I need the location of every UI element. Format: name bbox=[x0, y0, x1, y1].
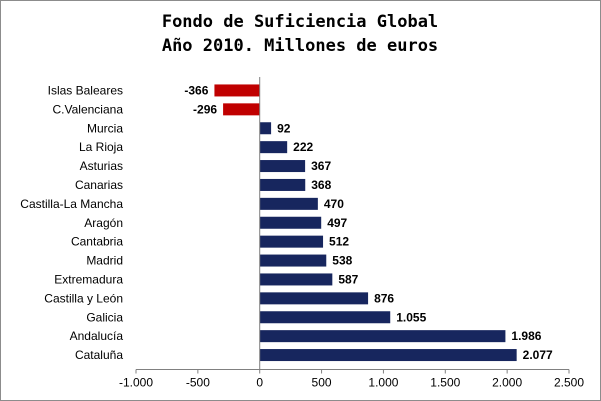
data-label-0: -366 bbox=[184, 83, 208, 97]
category-label-14: Cataluña bbox=[75, 348, 123, 362]
x-tick-label-4: 1.000 bbox=[368, 376, 398, 390]
bar-8 bbox=[259, 235, 324, 248]
data-label-1: -296 bbox=[193, 102, 217, 116]
category-label-1: C.Valenciana bbox=[53, 102, 124, 116]
data-label-14: 2.077 bbox=[523, 348, 553, 362]
category-label-13: Andalucía bbox=[70, 329, 124, 343]
x-tick-label-2: 0 bbox=[256, 376, 263, 390]
data-label-6: 470 bbox=[324, 197, 344, 211]
data-label-4: 367 bbox=[311, 159, 331, 173]
x-tick-label-7: 2.500 bbox=[554, 376, 584, 390]
bar-0 bbox=[214, 84, 260, 97]
category-label-7: Aragón bbox=[84, 216, 123, 230]
bar-1 bbox=[223, 103, 260, 116]
bar-12 bbox=[259, 311, 391, 324]
category-label-5: Canarias bbox=[75, 178, 123, 192]
category-label-8: Cantabria bbox=[71, 235, 123, 249]
data-label-8: 512 bbox=[329, 235, 349, 249]
category-label-3: La Rioja bbox=[79, 140, 123, 154]
category-label-0: Islas Baleares bbox=[48, 83, 123, 97]
bar-4 bbox=[259, 160, 306, 173]
category-label-4: Asturias bbox=[80, 159, 123, 173]
category-label-10: Extremadura bbox=[54, 272, 123, 286]
category-label-12: Galicia bbox=[86, 310, 123, 324]
bar-14 bbox=[259, 349, 517, 362]
data-label-2: 92 bbox=[277, 121, 291, 135]
x-tick-label-0: -1.000 bbox=[119, 376, 153, 390]
bar-9 bbox=[259, 254, 327, 267]
bar-2 bbox=[259, 122, 272, 135]
category-label-2: Murcia bbox=[87, 121, 123, 135]
data-label-7: 497 bbox=[327, 216, 347, 230]
x-tick-label-5: 1.500 bbox=[430, 376, 460, 390]
bar-6 bbox=[259, 197, 318, 210]
data-label-5: 368 bbox=[311, 178, 331, 192]
data-label-13: 1.986 bbox=[511, 329, 541, 343]
x-tick-label-6: 2.000 bbox=[492, 376, 522, 390]
chart-subtitle: Año 2010. Millones de euros bbox=[162, 36, 438, 56]
bar-series bbox=[214, 84, 517, 362]
data-label-9: 538 bbox=[332, 254, 352, 268]
bar-10 bbox=[259, 273, 333, 286]
x-tick-label-1: -500 bbox=[186, 376, 210, 390]
category-label-9: Madrid bbox=[86, 254, 123, 268]
chart-title: Fondo de Suficiencia Global bbox=[162, 12, 438, 32]
bar-3 bbox=[259, 141, 288, 154]
x-tick-label-3: 500 bbox=[312, 376, 332, 390]
bar-11 bbox=[259, 292, 369, 305]
bar-13 bbox=[259, 330, 506, 343]
data-label-12: 1.055 bbox=[396, 310, 426, 324]
bar-7 bbox=[259, 216, 322, 229]
category-label-11: Castilla y León bbox=[44, 291, 123, 305]
data-label-3: 222 bbox=[293, 140, 313, 154]
x-axis: -1.000 -500 0 500 1.000 1.500 2.000 2.500 bbox=[119, 77, 584, 390]
data-label-11: 876 bbox=[374, 291, 394, 305]
category-label-6: Castilla-La Mancha bbox=[20, 197, 123, 211]
data-label-10: 587 bbox=[338, 272, 358, 286]
category-labels: Islas Baleares C.Valenciana Murcia La Rioja… bbox=[20, 83, 123, 362]
bar-5 bbox=[259, 178, 306, 191]
